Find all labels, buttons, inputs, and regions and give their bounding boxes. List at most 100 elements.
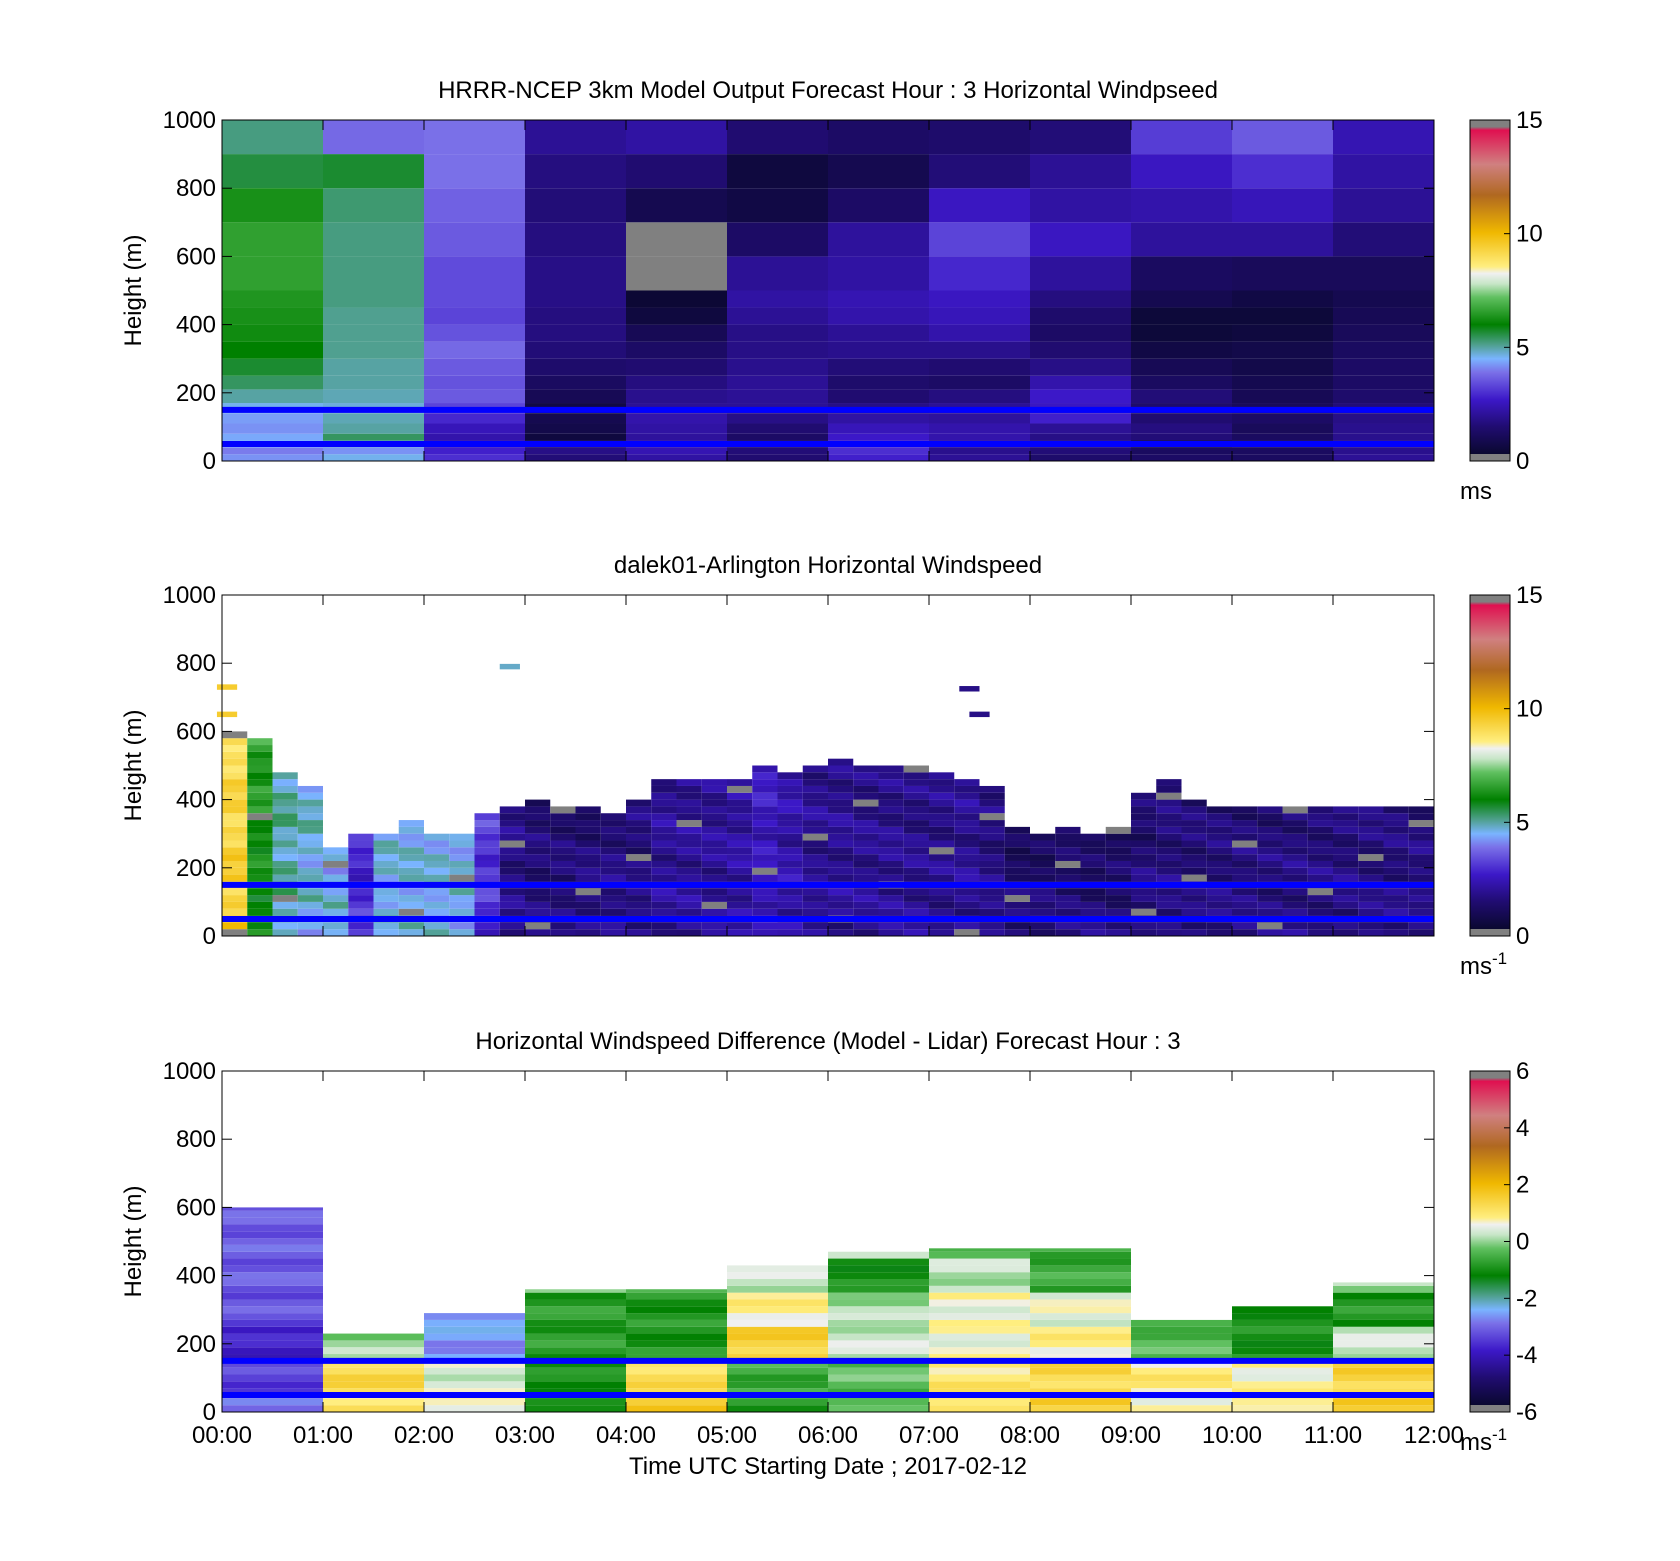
heatmap-cell (600, 867, 626, 875)
y-tick-label: 800 (176, 650, 216, 677)
heatmap-cell (323, 867, 349, 875)
heatmap-cell (1030, 922, 1056, 930)
heatmap-cell (323, 860, 349, 868)
heatmap-cell (222, 799, 248, 807)
heatmap-cell (777, 860, 803, 868)
heatmap-cell (626, 1405, 727, 1412)
heatmap-cell (525, 806, 551, 814)
heatmap-cell (222, 1224, 323, 1232)
heatmap-cell (272, 779, 298, 786)
heatmap-cell (878, 847, 904, 855)
heatmap-cell (424, 1360, 525, 1368)
heatmap-cell (929, 813, 955, 821)
heatmap-cell (348, 901, 374, 909)
heatmap-cell (1333, 826, 1359, 834)
heatmap-cell (525, 307, 626, 325)
heatmap-cell (474, 901, 500, 909)
heatmap-cell (398, 867, 424, 875)
heatmap-cell (1030, 1347, 1131, 1355)
heatmap-cell (575, 901, 601, 909)
heatmap-cell (499, 806, 525, 814)
heatmap-cell (525, 1292, 626, 1300)
heatmap-cell (1282, 929, 1308, 936)
heatmap-cell (727, 826, 753, 834)
heatmap-cell (979, 847, 1005, 855)
x-tick-label: 07:00 (899, 1422, 959, 1449)
heatmap-cell (701, 922, 727, 930)
heatmap-cell (575, 813, 601, 821)
heatmap-cell (272, 813, 298, 821)
heatmap-cell (1408, 854, 1434, 861)
heatmap-cell (247, 847, 273, 855)
heatmap-cell (449, 929, 475, 936)
heatmap-cell (828, 1360, 929, 1368)
heatmap-cell (954, 888, 980, 896)
heatmap-cell (525, 1319, 626, 1327)
heatmap-cell (727, 929, 753, 936)
heatmap-cell (222, 389, 323, 404)
heatmap-cell (1080, 888, 1106, 896)
heatmap-cell (727, 1367, 828, 1375)
heatmap-cell (626, 840, 652, 848)
heatmap-cell (1206, 860, 1232, 868)
heatmap-cell (1131, 290, 1232, 308)
heatmap-cell (1358, 888, 1384, 896)
heatmap-cell (323, 1374, 424, 1382)
heatmap-cell (398, 847, 424, 855)
heatmap-cell (777, 901, 803, 909)
y-tick-label: 1000 (163, 1058, 216, 1085)
heatmap-cell (929, 423, 1030, 434)
heatmap-cell (525, 120, 626, 155)
heatmap-cell (727, 423, 828, 434)
heatmap-cell (1307, 860, 1333, 868)
heatmap-cell (424, 1388, 525, 1395)
heatmap-cell (575, 888, 601, 896)
heatmap-cell (752, 922, 778, 930)
heatmap-cell (424, 324, 525, 342)
heatmap-cell (878, 779, 904, 786)
heatmap-cell (701, 785, 727, 793)
heatmap-cell (828, 413, 929, 424)
heatmap-cell (449, 888, 475, 896)
heatmap-cell (828, 324, 929, 342)
heatmap-cell (525, 290, 626, 308)
heatmap-cell (802, 792, 828, 800)
heatmap-cell (1105, 888, 1131, 896)
heatmap-cell (903, 929, 929, 936)
heatmap-cell (1080, 867, 1106, 875)
heatmap-cell (1408, 813, 1434, 821)
heatmap-cell (853, 922, 879, 930)
colorbar-tick-label: 10 (1516, 221, 1543, 248)
heatmap-cell (1408, 908, 1434, 916)
heatmap-cell (1131, 847, 1157, 855)
heatmap-cell (272, 929, 298, 936)
heatmap-cell (297, 792, 323, 800)
heatmap-cell (525, 1360, 626, 1368)
heatmap-cell (1358, 833, 1384, 841)
heatmap-cell (651, 813, 677, 821)
heatmap-cell (247, 929, 273, 936)
heatmap-cell (600, 813, 626, 821)
heatmap-cell (777, 840, 803, 848)
colorbar-tick-label: 6 (1516, 1058, 1529, 1085)
heatmap-cell (348, 874, 374, 882)
heatmap-cell (1333, 1313, 1434, 1320)
heatmap-cell (1307, 895, 1333, 902)
heatmap-cell (752, 785, 778, 793)
heatmap-cell (828, 826, 854, 834)
heatmap-cell (348, 860, 374, 868)
heatmap-cell (1105, 826, 1131, 834)
heatmap-cell (550, 908, 576, 916)
heatmap-cell (323, 413, 424, 424)
heatmap-cell (1030, 358, 1131, 376)
heatmap-cell (979, 929, 1005, 936)
heatmap-cell (979, 895, 1005, 902)
heatmap-cell (1004, 833, 1030, 841)
heatmap-cell (272, 854, 298, 861)
x-tick-label: 01:00 (293, 1422, 353, 1449)
heatmap-cell (626, 1326, 727, 1334)
heatmap-cell (727, 358, 828, 376)
heatmap-cell (1358, 895, 1384, 902)
heatmap-cell (1257, 820, 1283, 827)
heatmap-cell (216, 684, 238, 690)
